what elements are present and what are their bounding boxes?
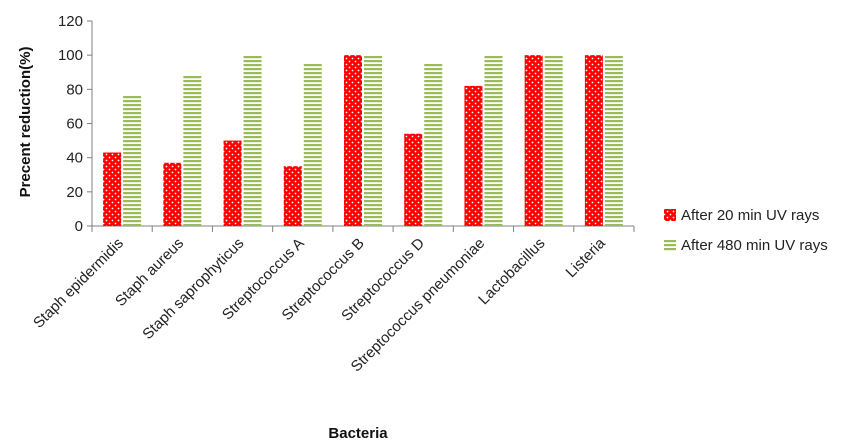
bar-20min [103,152,122,226]
bar-480min [303,63,322,227]
bar-20min [223,140,242,226]
bar-480min [424,63,443,227]
y-tick-label: 80 [66,81,83,98]
bar-20min [464,85,483,227]
bar-480min [484,55,503,226]
bar-480min [364,55,382,226]
bar-20min [283,166,302,226]
bar-20min [584,55,603,226]
y-tick-label: 0 [75,218,83,235]
legend-label: After 20 min UV rays [681,207,819,224]
bar-480min [123,94,142,226]
bar-20min [163,162,182,226]
x-category-label: Listeria [563,234,610,281]
legend: After 20 min UV rays After 480 min UV ray… [664,207,828,254]
y-tick-label: 20 [66,184,83,201]
legend-swatch-20min [664,209,676,221]
bar-480min [243,55,262,226]
bar-20min [404,133,423,226]
x-category-label: Staph saprophyticus [139,235,247,343]
bar-20min [524,55,543,226]
bar-480min [183,75,202,227]
legend-label: After 480 min UV rays [681,237,828,254]
y-tick-label: 40 [66,150,83,167]
y-tick-label: 60 [66,116,83,133]
y-axis-title: Precent reduction(%) [17,47,34,198]
bar-480min [544,55,563,226]
y-tick-label: 120 [58,13,83,30]
bar-20min [344,55,362,226]
bar-480min [604,55,623,226]
x-category-label: Staph epidermidis [30,235,127,332]
legend-swatch-480min [664,239,676,251]
x-axis-title: Bacteria [328,425,388,441]
y-tick-label: 100 [58,47,83,64]
